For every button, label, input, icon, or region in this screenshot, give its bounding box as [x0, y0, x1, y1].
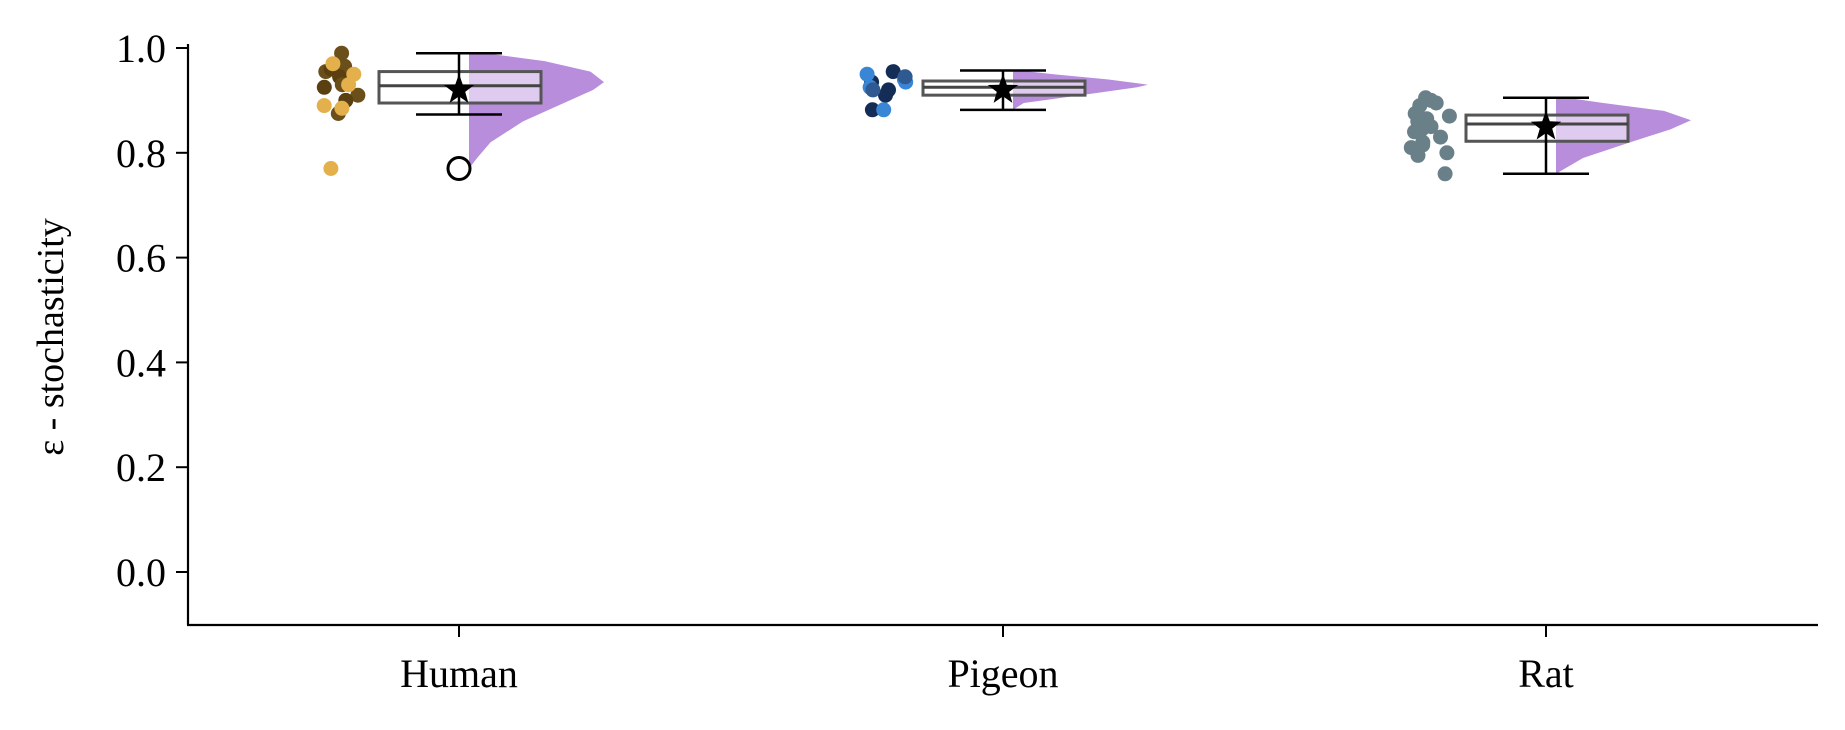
data-point — [350, 87, 366, 103]
y-tick-label: 0.2 — [116, 445, 166, 490]
y-axis: 0.0 0.2 0.4 0.6 0.8 1.0 — [116, 26, 190, 625]
data-point — [334, 100, 350, 116]
y-tick-label: 1.0 — [116, 26, 166, 71]
x-tick-label: Pigeon — [947, 651, 1058, 696]
data-point — [334, 45, 350, 61]
data-point — [316, 79, 332, 95]
data-point — [885, 64, 901, 80]
outlier-marker — [446, 156, 472, 182]
data-point — [897, 69, 913, 85]
data-point — [1428, 95, 1444, 111]
data-point — [859, 66, 875, 82]
y-tick-label: 0.4 — [116, 340, 166, 385]
data-point — [323, 161, 339, 176]
data-point — [865, 82, 881, 98]
y-tick-label: 0.8 — [116, 131, 166, 176]
y-tick-label: 0.0 — [116, 550, 166, 595]
data-point — [878, 87, 893, 103]
mean-star-icon — [1530, 110, 1562, 140]
points-layer — [316, 45, 1457, 182]
mean-star-icon — [987, 73, 1019, 103]
data-point — [1407, 124, 1422, 140]
violin-layer — [469, 53, 1691, 174]
data-point — [876, 102, 892, 118]
x-tick-label: Human — [400, 651, 518, 696]
data-point — [1437, 166, 1453, 182]
data-point — [864, 102, 880, 118]
data-point — [1439, 145, 1455, 161]
x-tick-label: Rat — [1518, 651, 1574, 696]
data-point — [316, 98, 332, 114]
y-axis-title: ε - stochasticity — [30, 218, 72, 456]
data-point — [1433, 129, 1448, 145]
y-tick-label: 0.6 — [116, 236, 166, 281]
data-point — [325, 56, 341, 72]
data-point — [1410, 147, 1426, 163]
x-axis: Human Pigeon Rat — [187, 623, 1818, 696]
data-point — [341, 77, 357, 93]
mean-star-icon — [443, 73, 475, 103]
errorbar-layer — [416, 51, 1589, 182]
data-point — [1441, 108, 1457, 124]
